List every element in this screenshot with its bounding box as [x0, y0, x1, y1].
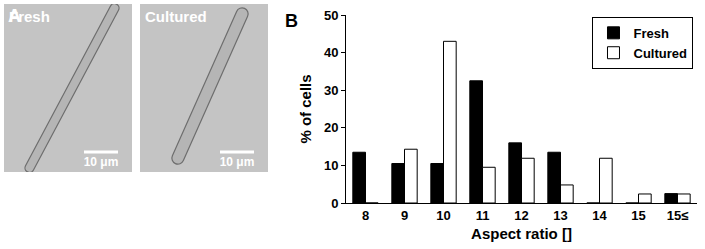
svg-text:A: A — [8, 6, 21, 26]
svg-text:B: B — [285, 11, 298, 31]
svg-text:% of cells: % of cells — [297, 74, 314, 143]
svg-text:20: 20 — [324, 120, 338, 135]
svg-text:0: 0 — [331, 196, 338, 211]
svg-text:Fresh: Fresh — [633, 26, 668, 41]
svg-text:Fresh: Fresh — [9, 8, 50, 25]
svg-text:14: 14 — [592, 208, 607, 223]
svg-text:Aspect ratio []: Aspect ratio [] — [471, 225, 572, 242]
svg-text:12: 12 — [514, 208, 528, 223]
svg-text:15: 15 — [631, 208, 645, 223]
svg-text:40: 40 — [324, 45, 338, 60]
svg-text:9: 9 — [401, 208, 408, 223]
svg-text:13: 13 — [553, 208, 567, 223]
svg-text:10 μm: 10 μm — [84, 155, 119, 169]
svg-text:10: 10 — [436, 208, 450, 223]
svg-text:Cultured: Cultured — [145, 8, 207, 25]
svg-text:11: 11 — [476, 208, 490, 223]
svg-text:10: 10 — [324, 158, 338, 173]
svg-text:10 μm: 10 μm — [220, 155, 255, 169]
svg-text:Cultured: Cultured — [633, 46, 687, 61]
svg-text:15≤: 15≤ — [667, 208, 689, 223]
svg-text:30: 30 — [324, 83, 338, 98]
svg-text:8: 8 — [362, 208, 369, 223]
svg-text:50: 50 — [324, 8, 338, 23]
